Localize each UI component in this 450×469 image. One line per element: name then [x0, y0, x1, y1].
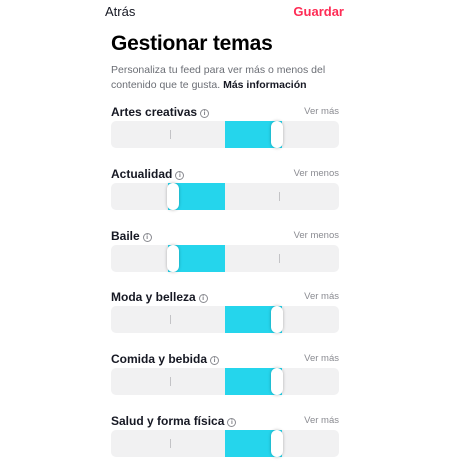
topic-row: Salud y forma física i Ver más	[111, 414, 339, 469]
page-title: Gestionar temas	[111, 32, 273, 55]
topic-header: Comida y bebida i Ver más	[111, 352, 339, 368]
slider-tick	[170, 439, 171, 448]
slider-thumb[interactable]	[271, 430, 283, 457]
topic-row: Baile i Ver menos	[111, 229, 339, 287]
slider-tick	[279, 254, 280, 263]
page-description: Personaliza tu feed para ver más o menos…	[111, 63, 341, 93]
topic-action-label[interactable]: Ver más	[304, 291, 339, 302]
topic-header: Baile i Ver menos	[111, 229, 339, 245]
info-icon[interactable]: i	[142, 233, 152, 242]
slider-thumb[interactable]	[167, 183, 179, 210]
topic-slider[interactable]	[111, 368, 339, 395]
topic-slider[interactable]	[111, 245, 339, 272]
topic-name: Comida y bebida	[111, 352, 208, 366]
topic-slider[interactable]	[111, 121, 339, 148]
topic-action-label[interactable]: Ver menos	[293, 230, 339, 241]
slider-thumb[interactable]	[167, 245, 179, 272]
topic-action-label[interactable]: Ver menos	[293, 168, 339, 179]
back-button[interactable]: Atrás	[105, 4, 136, 19]
topic-name: Actualidad	[111, 167, 173, 181]
topic-action-label[interactable]: Ver más	[304, 106, 339, 117]
topic-slider[interactable]	[111, 183, 339, 210]
topic-header: Moda y belleza i Ver más	[111, 290, 339, 306]
topic-name-wrap: Actualidad i	[111, 167, 185, 181]
topic-name: Moda y belleza	[111, 290, 196, 304]
topic-slider[interactable]	[111, 430, 339, 457]
topic-name: Salud y forma física	[111, 414, 225, 428]
topic-header: Actualidad i Ver menos	[111, 167, 339, 183]
slider-tick	[170, 130, 171, 139]
topic-name-wrap: Artes creativas i	[111, 105, 210, 119]
description-text: Personaliza tu feed para ver más o menos…	[111, 64, 326, 91]
topic-action-label[interactable]: Ver más	[304, 353, 339, 364]
top-bar: Atrás Guardar	[0, 0, 450, 22]
topic-row: Actualidad i Ver menos	[111, 167, 339, 225]
topic-name-wrap: Salud y forma física i	[111, 414, 237, 428]
slider-tick	[170, 315, 171, 324]
topic-action-label[interactable]: Ver más	[304, 415, 339, 426]
info-icon[interactable]: i	[210, 356, 220, 365]
topic-row: Artes creativas i Ver más	[111, 105, 339, 163]
topic-name-wrap: Baile i	[111, 229, 152, 243]
topic-name-wrap: Moda y belleza i	[111, 290, 208, 304]
slider-thumb[interactable]	[271, 368, 283, 395]
more-info-link[interactable]: Más información	[223, 79, 307, 91]
topic-header: Artes creativas i Ver más	[111, 105, 339, 121]
topic-row: Comida y bebida i Ver más	[111, 352, 339, 410]
slider-tick	[279, 192, 280, 201]
topic-row: Moda y belleza i Ver más	[111, 290, 339, 348]
slider-thumb[interactable]	[271, 306, 283, 333]
topic-name: Artes creativas	[111, 105, 198, 119]
save-button[interactable]: Guardar	[293, 4, 344, 19]
topic-name-wrap: Comida y bebida i	[111, 352, 220, 366]
topic-name: Baile	[111, 229, 140, 243]
info-icon[interactable]: i	[198, 294, 208, 303]
info-icon[interactable]: i	[227, 418, 237, 427]
topic-header: Salud y forma física i Ver más	[111, 414, 339, 430]
topic-slider[interactable]	[111, 306, 339, 333]
info-icon[interactable]: i	[175, 171, 185, 180]
info-icon[interactable]: i	[200, 109, 210, 118]
slider-tick	[170, 377, 171, 386]
slider-thumb[interactable]	[271, 121, 283, 148]
